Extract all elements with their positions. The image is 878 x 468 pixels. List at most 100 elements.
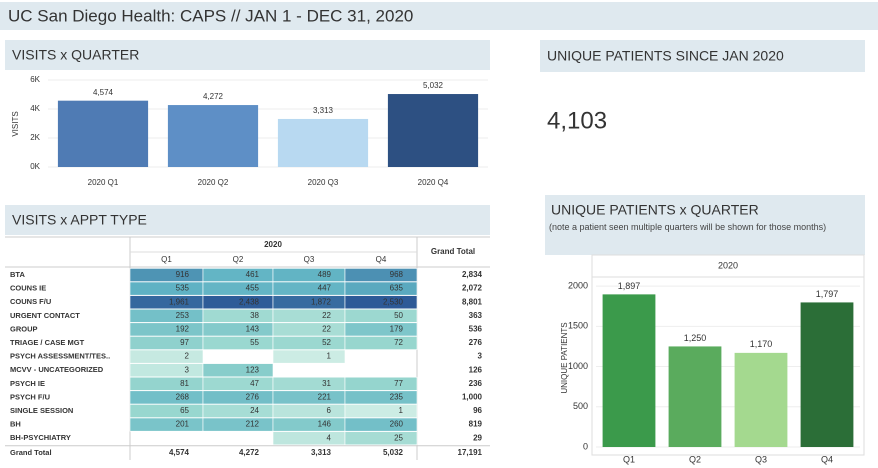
x-tick-label: Q4 xyxy=(821,454,833,464)
cell-value: 31 xyxy=(322,379,331,388)
heat-cell xyxy=(272,268,346,282)
section-header xyxy=(5,40,490,70)
heat-cell xyxy=(272,376,346,391)
cell-value: 212 xyxy=(246,420,260,429)
cell-value: 3 xyxy=(185,365,190,374)
cell-value: 192 xyxy=(176,325,190,334)
row-label: COUNS F/U xyxy=(10,297,51,306)
bar xyxy=(277,118,369,167)
row-label: Grand Total xyxy=(10,448,52,457)
column-header: Q1 xyxy=(161,255,172,264)
section-title: UNIQUE PATIENTS x QUARTER xyxy=(551,202,759,218)
heat-cell xyxy=(344,417,418,432)
y-axis-label: VISITS xyxy=(11,111,20,136)
heat-cell xyxy=(129,376,204,391)
value-label: 1,797 xyxy=(816,289,839,299)
heat-cell xyxy=(202,404,274,418)
row-total: 8,801 xyxy=(462,297,483,306)
heat-cell xyxy=(202,390,274,405)
cell-value: 2,530 xyxy=(383,297,404,306)
x-tick-label: 2020 Q2 xyxy=(198,178,229,187)
heat-cell xyxy=(129,336,204,350)
heat-cell xyxy=(129,417,204,432)
title-bar xyxy=(0,2,878,30)
heat-cell xyxy=(129,363,204,378)
row-total: 3 xyxy=(478,352,483,361)
heat-cell xyxy=(129,390,204,405)
heat-cell xyxy=(272,431,346,446)
section-header xyxy=(545,195,865,255)
heat-cell xyxy=(344,431,418,446)
total-value: 3,313 xyxy=(311,448,332,457)
row-total: 536 xyxy=(469,325,483,334)
row-total: 2,834 xyxy=(462,270,483,279)
column-header: 2020 xyxy=(718,260,738,270)
heat-cell xyxy=(344,336,418,350)
heat-cell xyxy=(272,295,346,310)
row-label: COUNS IE xyxy=(10,284,46,293)
cell-value: 81 xyxy=(180,379,189,388)
cell-value: 916 xyxy=(176,270,190,279)
heat-cell xyxy=(202,268,274,282)
cell-value: 179 xyxy=(390,325,404,334)
heat-cell xyxy=(129,295,204,310)
heat-cell xyxy=(272,281,346,296)
bar xyxy=(668,346,722,447)
row-total: 2,072 xyxy=(462,284,483,293)
value-label: 4,574 xyxy=(93,88,114,97)
heat-cell xyxy=(344,404,418,418)
heat-cell xyxy=(202,281,274,296)
cell-value: 77 xyxy=(394,379,403,388)
heat-cell xyxy=(344,376,418,391)
cell-value: 24 xyxy=(250,406,259,415)
x-tick-label: 2020 Q1 xyxy=(88,178,119,187)
cell-value: 2 xyxy=(185,352,190,361)
row-label: GROUP xyxy=(10,324,38,333)
row-label: TRIAGE / CASE MGT xyxy=(10,338,85,347)
x-tick-label: Q3 xyxy=(755,454,767,464)
heat-cell xyxy=(272,349,346,364)
value-label: 1,250 xyxy=(684,333,707,343)
row-label: URGENT CONTACT xyxy=(10,311,80,320)
row-total: 29 xyxy=(473,433,482,442)
section-header xyxy=(540,40,865,72)
heat-cell xyxy=(272,308,346,323)
row-total: 236 xyxy=(469,379,483,388)
kpi-value: 4,103 xyxy=(547,107,607,134)
cell-value: 55 xyxy=(250,338,259,347)
cell-value: 47 xyxy=(250,379,259,388)
cell-value: 635 xyxy=(390,284,404,293)
heat-cell xyxy=(344,308,418,323)
cell-value: 455 xyxy=(246,284,260,293)
total-value: 4,574 xyxy=(169,448,190,457)
cell-value: 260 xyxy=(390,420,404,429)
heat-cell xyxy=(202,308,274,323)
total-value: 4,272 xyxy=(239,448,260,457)
cell-value: 221 xyxy=(318,393,332,402)
section-title: VISITS x QUARTER xyxy=(12,47,139,63)
row-label: PSYCH ASSESSMENT/TES.. xyxy=(10,352,110,361)
row-total: 819 xyxy=(469,420,483,429)
y-tick-label: 1000 xyxy=(568,361,588,371)
cell-value: 143 xyxy=(246,325,260,334)
cell-value: 489 xyxy=(318,270,332,279)
cell-value: 1 xyxy=(399,406,404,415)
y-tick-label: 0 xyxy=(583,441,588,451)
cell-value: 253 xyxy=(176,311,190,320)
heat-cell xyxy=(129,404,204,418)
heat-cell xyxy=(272,336,346,350)
grand-total: 17,191 xyxy=(458,448,483,457)
heat-cell xyxy=(129,308,204,323)
cell-value: 22 xyxy=(322,325,331,334)
bar xyxy=(57,100,149,167)
heat-cell xyxy=(202,376,274,391)
cell-value: 235 xyxy=(390,393,404,402)
x-tick-label: 2020 Q3 xyxy=(308,178,339,187)
row-label: PSYCH IE xyxy=(10,379,45,388)
cell-value: 268 xyxy=(176,393,190,402)
cell-value: 535 xyxy=(176,284,190,293)
cell-value: 2,438 xyxy=(239,297,260,306)
value-label: 5,032 xyxy=(423,81,444,90)
heat-cell xyxy=(272,417,346,432)
